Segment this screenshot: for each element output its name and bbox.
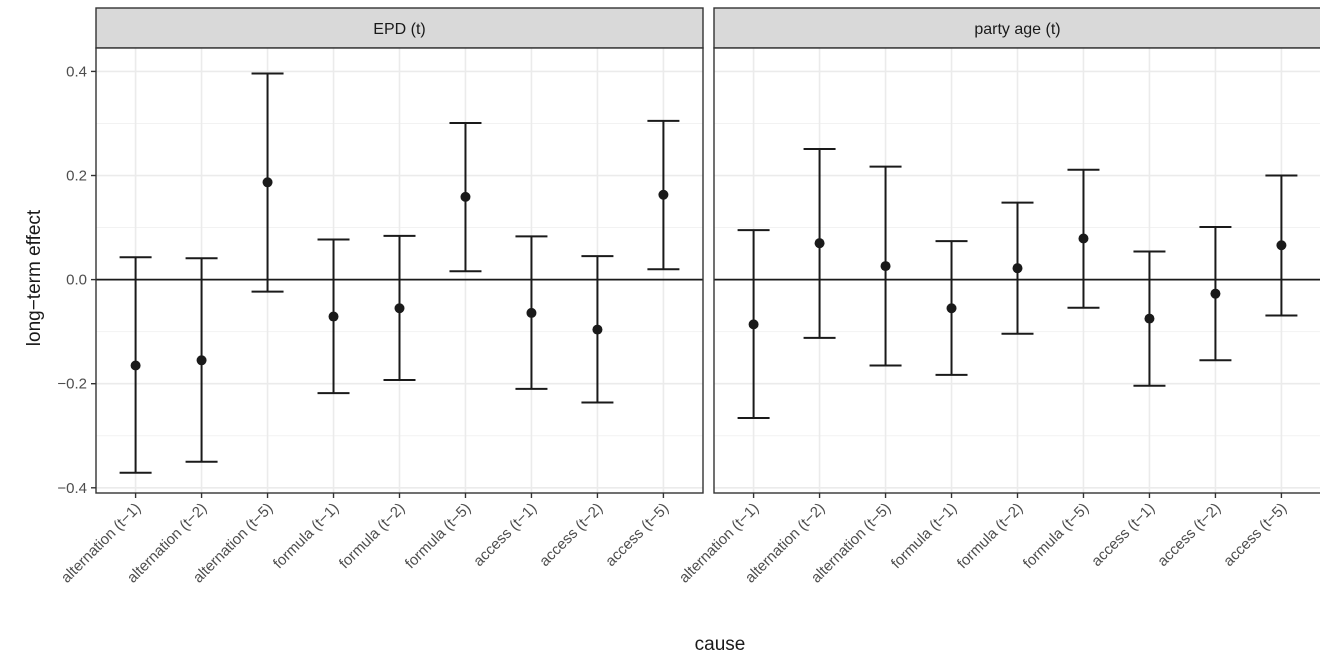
estimate-point: [814, 238, 825, 249]
estimate-point: [592, 324, 603, 335]
y-tick-label: −0.4: [57, 480, 87, 497]
x-tick-label: formula (t−5): [1020, 500, 1092, 572]
estimate-point: [526, 307, 537, 318]
estimate-point: [1210, 288, 1221, 299]
estimate-point: [880, 261, 891, 272]
estimate-point: [1012, 263, 1023, 274]
estimate-point: [1276, 240, 1287, 251]
estimate-point: [460, 191, 471, 202]
x-tick-label: formula (t−1): [888, 500, 960, 572]
estimate-point: [1078, 233, 1089, 244]
x-tick-label: formula (t−5): [402, 500, 474, 572]
estimate-point: [658, 189, 669, 200]
x-tick-label: access (t−1): [470, 500, 540, 570]
estimate-point: [262, 177, 273, 188]
estimate-point: [394, 303, 405, 314]
panel-title: party age (t): [974, 21, 1060, 38]
y-axis-title: long−term effect: [24, 209, 45, 346]
y-tick-label: 0.0: [66, 272, 87, 289]
panel-title: EPD (t): [373, 21, 425, 38]
estimate-point: [1144, 313, 1155, 324]
x-tick-label: formula (t−1): [270, 500, 342, 572]
x-tick-label: formula (t−2): [336, 500, 408, 572]
y-tick-label: −0.2: [57, 376, 87, 393]
x-tick-label: access (t−1): [1088, 500, 1158, 570]
estimate-point: [328, 311, 339, 322]
x-tick-label: access (t−2): [536, 500, 606, 570]
y-tick-label: 0.2: [66, 168, 87, 185]
x-tick-label: access (t−5): [1220, 500, 1290, 570]
panel-1: EPD (t)alternation (t−1)alternation (t−2…: [57, 7, 704, 586]
x-tick-label: access (t−2): [1154, 500, 1224, 570]
estimate-point: [748, 319, 759, 330]
panel-2: party age (t)alternation (t−1)alternatio…: [676, 7, 1320, 586]
x-tick-label: access (t−5): [602, 500, 672, 570]
estimate-point: [196, 355, 207, 366]
estimate-point: [946, 303, 957, 314]
x-axis-title: cause: [695, 634, 746, 655]
panel-strip: [95, 7, 704, 49]
y-tick-label: 0.4: [66, 63, 87, 80]
panel-strip: [713, 7, 1320, 49]
estimate-point: [130, 360, 141, 371]
x-tick-label: formula (t−2): [954, 500, 1026, 572]
